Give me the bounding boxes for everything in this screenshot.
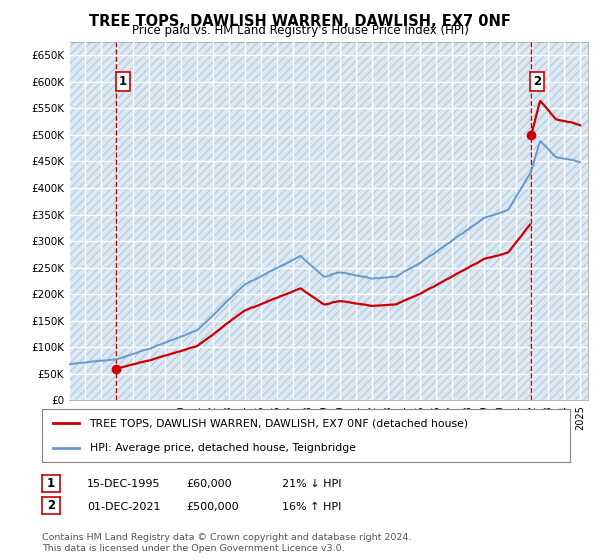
Text: This data is licensed under the Open Government Licence v3.0.: This data is licensed under the Open Gov…	[42, 544, 344, 553]
Text: £500,000: £500,000	[186, 502, 239, 512]
Text: £60,000: £60,000	[186, 479, 232, 489]
Text: TREE TOPS, DAWLISH WARREN, DAWLISH, EX7 0NF (detached house): TREE TOPS, DAWLISH WARREN, DAWLISH, EX7 …	[89, 418, 469, 428]
Text: 2: 2	[47, 499, 55, 512]
Text: 1: 1	[47, 477, 55, 490]
Text: 01-DEC-2021: 01-DEC-2021	[87, 502, 161, 512]
Text: 1: 1	[119, 76, 127, 88]
Text: Price paid vs. HM Land Registry's House Price Index (HPI): Price paid vs. HM Land Registry's House …	[131, 24, 469, 37]
Text: 21% ↓ HPI: 21% ↓ HPI	[282, 479, 341, 489]
Text: Contains HM Land Registry data © Crown copyright and database right 2024.: Contains HM Land Registry data © Crown c…	[42, 533, 412, 542]
Text: 15-DEC-1995: 15-DEC-1995	[87, 479, 161, 489]
Text: 16% ↑ HPI: 16% ↑ HPI	[282, 502, 341, 512]
Text: TREE TOPS, DAWLISH WARREN, DAWLISH, EX7 0NF: TREE TOPS, DAWLISH WARREN, DAWLISH, EX7 …	[89, 14, 511, 29]
Text: 2: 2	[533, 76, 541, 88]
Text: HPI: Average price, detached house, Teignbridge: HPI: Average price, detached house, Teig…	[89, 442, 356, 452]
